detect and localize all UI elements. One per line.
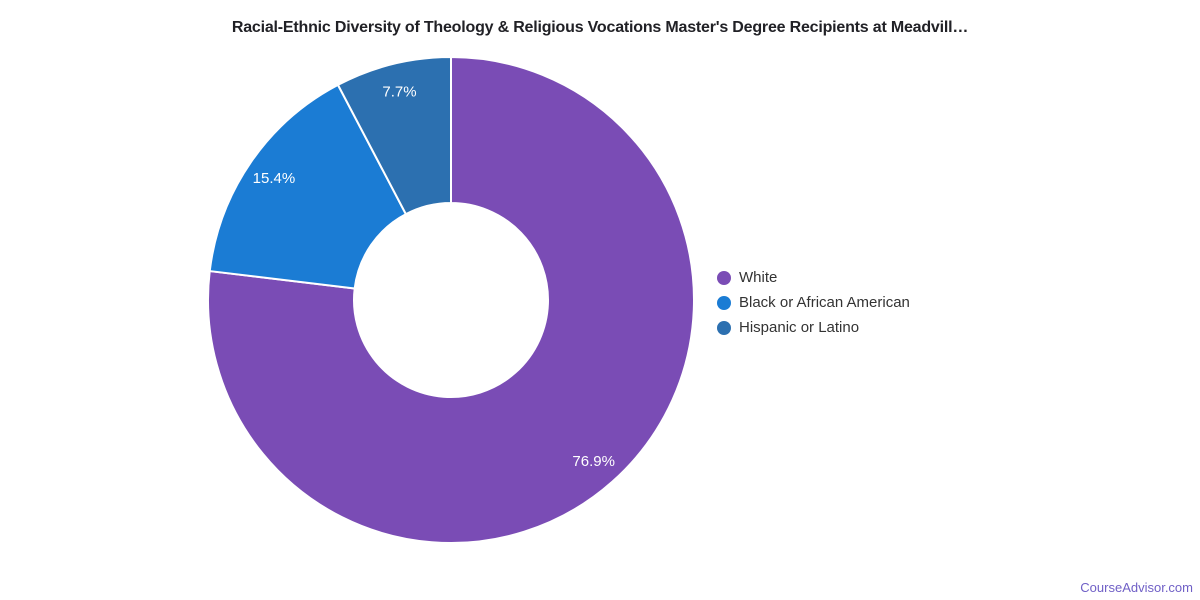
courseadvisor-watermark-link[interactable]: CourseAdvisor.com	[1080, 580, 1193, 595]
chart-title: Racial-Ethnic Diversity of Theology & Re…	[231, 19, 969, 36]
legend-item-black-or-african-american[interactable]: Black or African American	[717, 290, 910, 315]
legend-marker-circle-icon	[717, 295, 731, 310]
slice-label-hispanic-or-latino: 7.7%	[382, 83, 416, 100]
slice-label-white: 76.9%	[572, 453, 615, 470]
legend-item-hispanic-or-latino[interactable]: Hispanic or Latino	[717, 315, 910, 340]
legend-label: White	[739, 269, 778, 286]
legend-item-white[interactable]: White	[717, 265, 910, 290]
slice-label-black-or-african-american: 15.4%	[253, 170, 296, 187]
legend-marker-circle-icon	[717, 270, 731, 285]
legend-marker-circle-icon	[717, 320, 731, 335]
legend: White Black or African American Hispanic…	[717, 265, 910, 340]
pie-slice-hispanic-or-latino[interactable]	[336, 56, 452, 216]
pie-slice-white[interactable]	[207, 56, 695, 544]
pie-slice-black-or-african-american[interactable]	[208, 83, 407, 290]
legend-label: Hispanic or Latino	[739, 319, 860, 336]
legend-label: Black or African American	[739, 294, 910, 311]
